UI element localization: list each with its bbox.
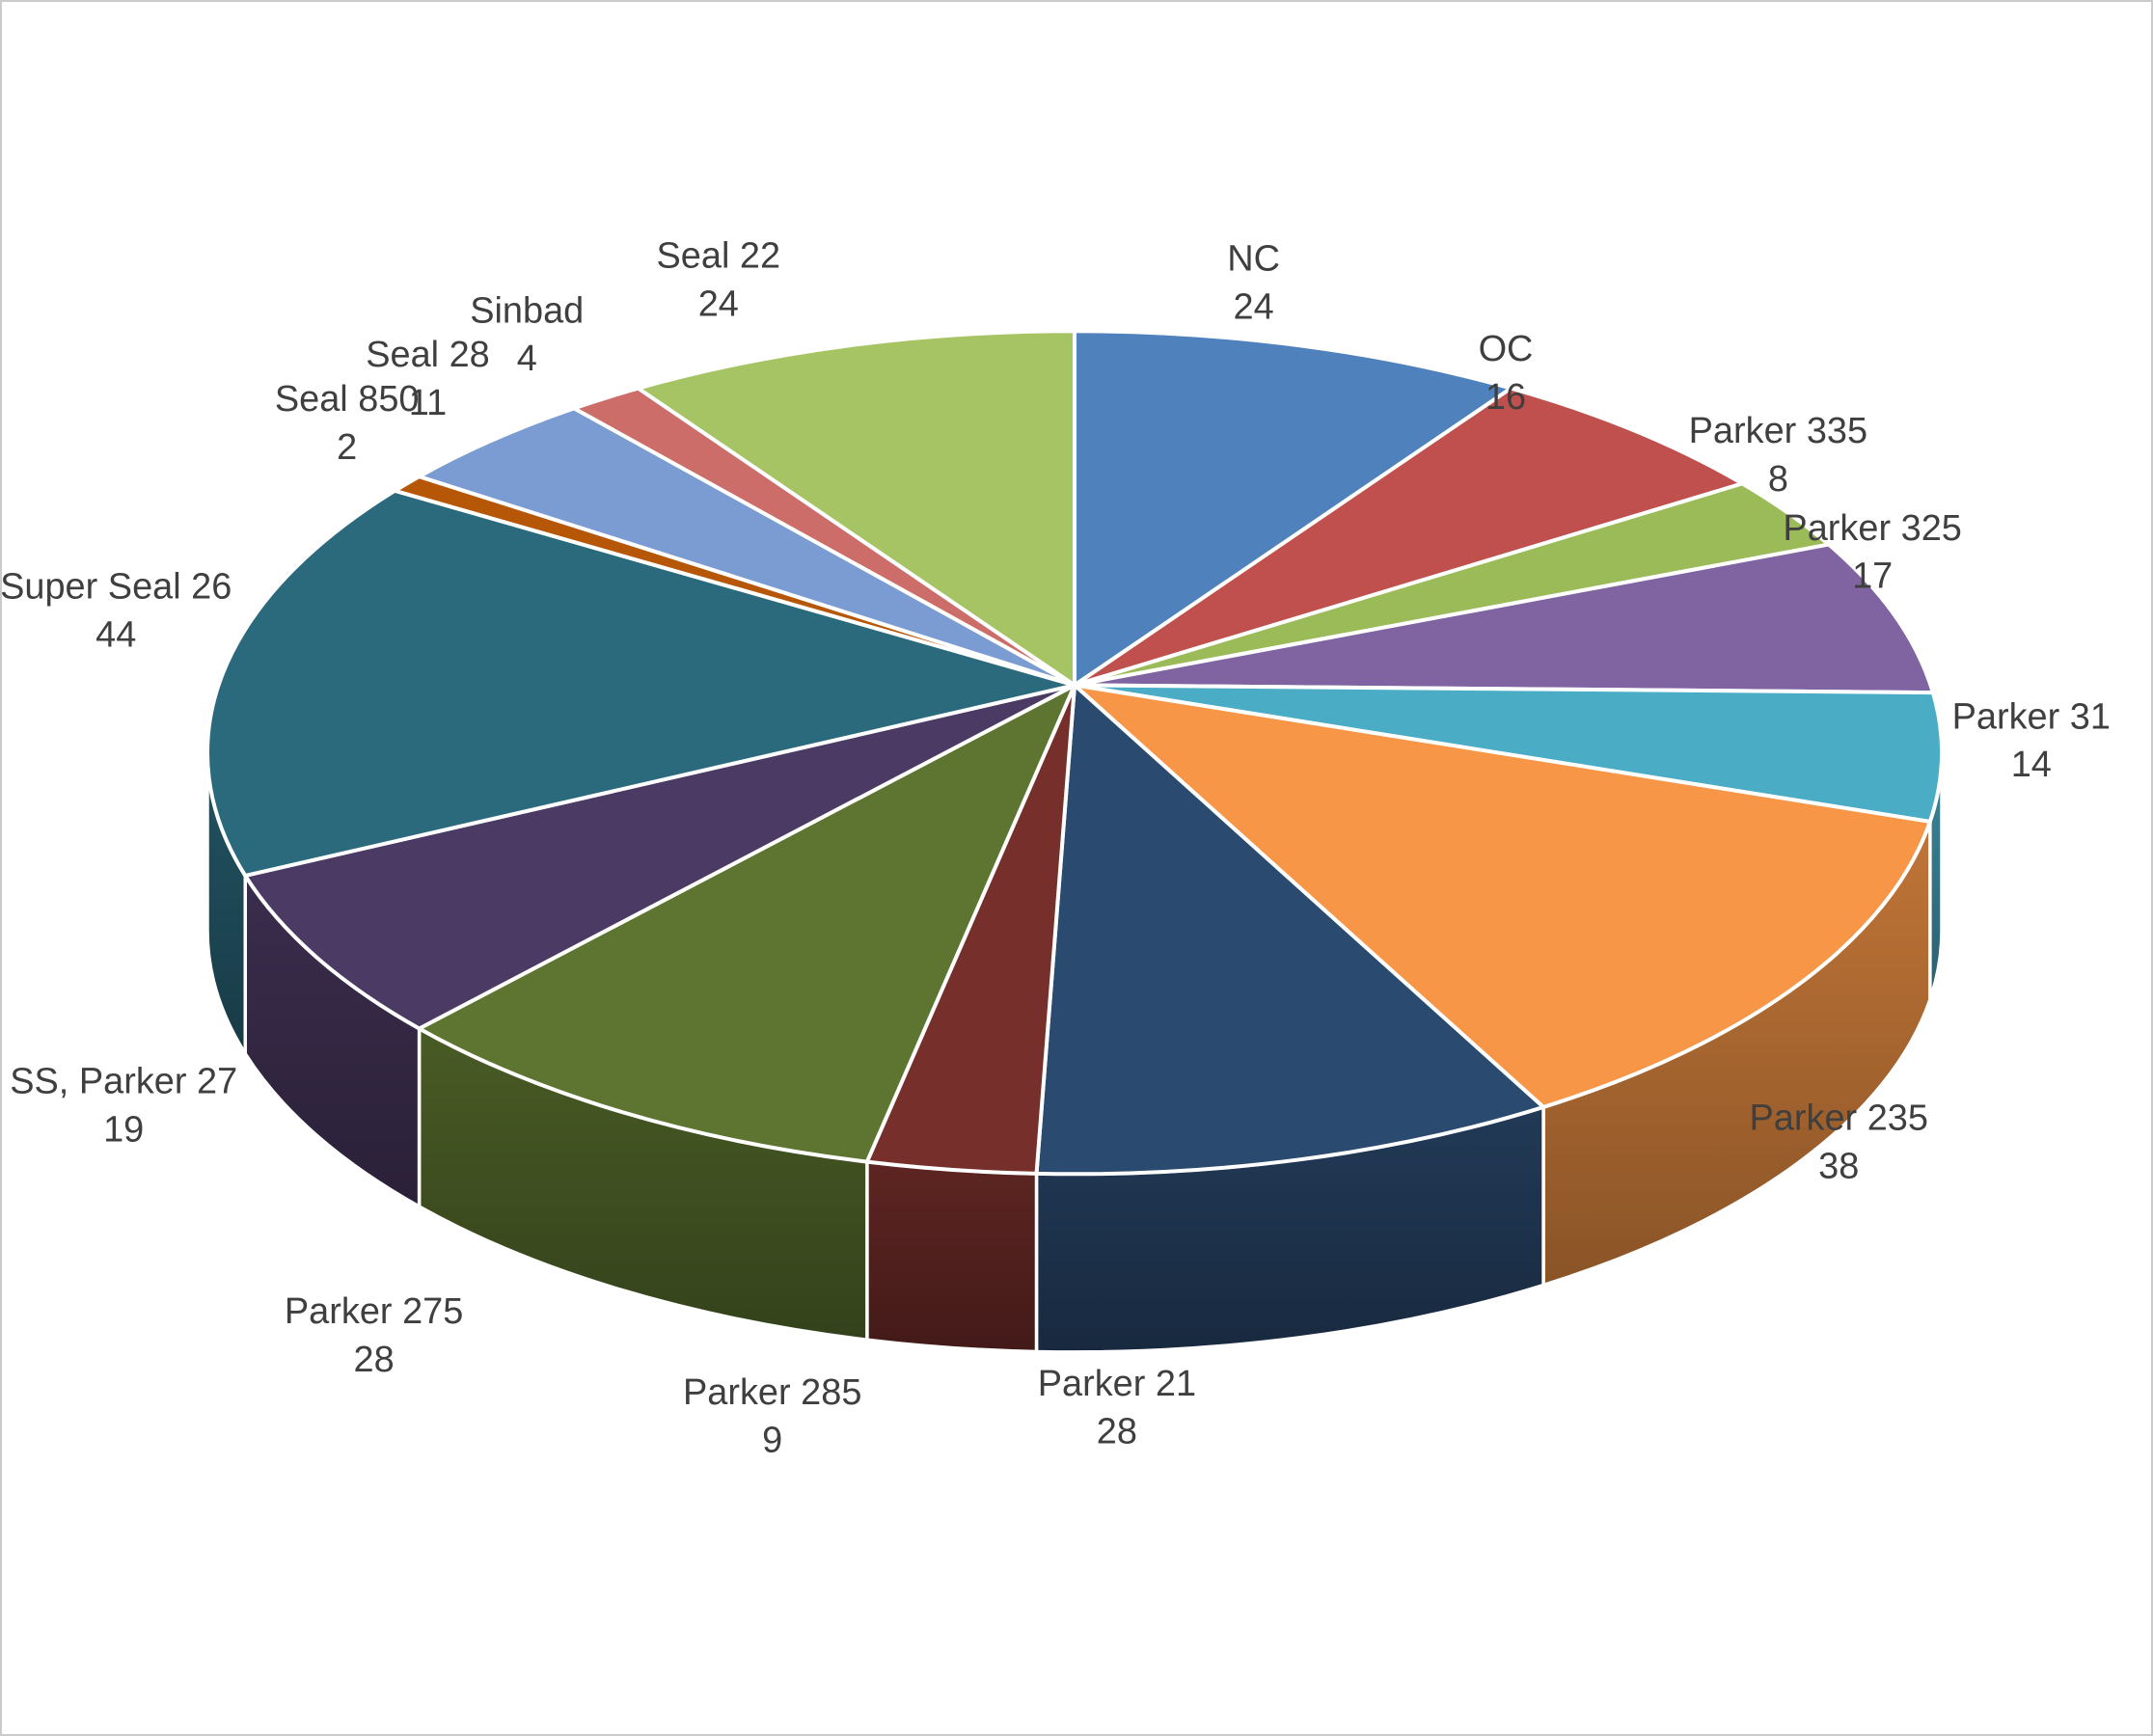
slice-label-ss-parker-27: SS, Parker 27 19	[10, 1062, 237, 1151]
pie-slice-nc[interactable]	[1073, 329, 1513, 688]
slice-label-seal-28: Seal 28 11	[366, 335, 490, 423]
pie-slice-super-seal-26[interactable]	[205, 488, 1076, 878]
slice-side-parker-285	[865, 1159, 1039, 1354]
pie-slice-oc[interactable]	[1073, 386, 1745, 688]
slice-label-super-seal-26: Super Seal 26 44	[2, 567, 232, 656]
pie-slice-parker-21[interactable]	[1034, 683, 1546, 1177]
pie-slice-parker-275[interactable]	[417, 683, 1076, 1164]
pie-slice-seal-22[interactable]	[636, 329, 1076, 688]
slice-label-parker-31: Parker 31 14	[1952, 696, 2111, 785]
slice-label-nc: NC 24	[1227, 238, 1280, 327]
pie-slice-seal-28[interactable]	[417, 406, 1076, 688]
slice-label-parker-275: Parker 275 28	[285, 1291, 463, 1380]
slice-label-parker-285: Parker 285 9	[683, 1372, 861, 1461]
pie-slice-parker-235[interactable]	[1073, 683, 1932, 1109]
slice-label-sinbad: Sinbad 4	[470, 290, 584, 379]
pie-slice-parker-325[interactable]	[1073, 542, 1935, 695]
pie-slice-ss-parker-27[interactable]	[243, 683, 1076, 1031]
slice-label-seal-850: Seal 850 2	[275, 379, 420, 468]
slice-label-parker-21: Parker 21 28	[1038, 1364, 1196, 1452]
slice-label-seal-22: Seal 22 24	[657, 235, 781, 324]
